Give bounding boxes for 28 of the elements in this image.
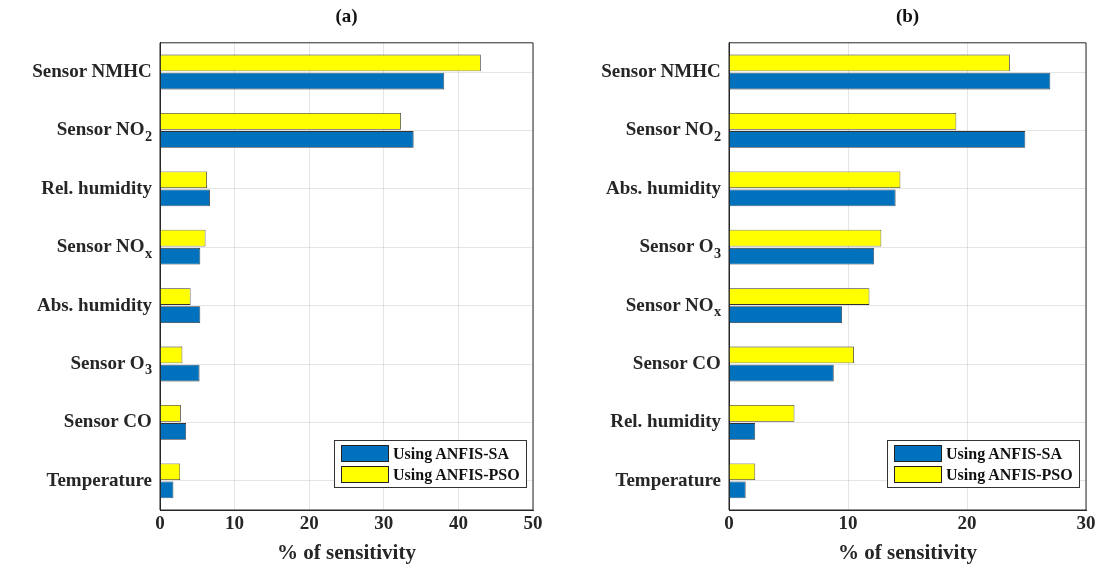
legend-label: Using ANFIS-PSO: [393, 465, 520, 484]
y-tick-label: Temperature: [46, 468, 153, 490]
legend-label: Using ANFIS-PSO: [946, 465, 1073, 484]
x-axis-title: % of sensitivity: [838, 539, 978, 564]
x-tick-label: 20: [299, 512, 319, 534]
y-tick-label: Sensor NMHC: [32, 59, 152, 81]
y-tick-label: Rel. humidity: [610, 410, 722, 432]
y-tick-label: Temperature: [615, 468, 722, 490]
y-tick-label: Sensor CO: [63, 410, 152, 432]
legend-label: Using ANFIS-SA: [946, 444, 1063, 463]
x-tick-label: 40: [448, 512, 468, 534]
y-tick-label: Sensor NMHC: [601, 59, 721, 81]
chart-title: (a): [335, 5, 358, 28]
legend-label: Using ANFIS-SA: [393, 444, 510, 463]
x-tick-label: 0: [724, 512, 734, 534]
x-tick-label: 30: [374, 512, 394, 534]
chart-title: (b): [895, 5, 920, 28]
y-tick-label: Rel. humidity: [41, 176, 153, 198]
x-tick-label: 10: [838, 512, 858, 534]
x-tick-label: 30: [1076, 512, 1096, 534]
y-tick-label: Abs. humidity: [36, 293, 153, 315]
x-tick-label: 0: [155, 512, 165, 534]
x-tick-label: 10: [225, 512, 245, 534]
x-tick-label: 50: [523, 512, 543, 534]
y-tick-label: Sensor CO: [632, 351, 721, 373]
y-tick-label: Abs. humidity: [605, 176, 722, 198]
x-tick-label: 20: [957, 512, 977, 534]
x-axis-title: % of sensitivity: [277, 539, 417, 564]
